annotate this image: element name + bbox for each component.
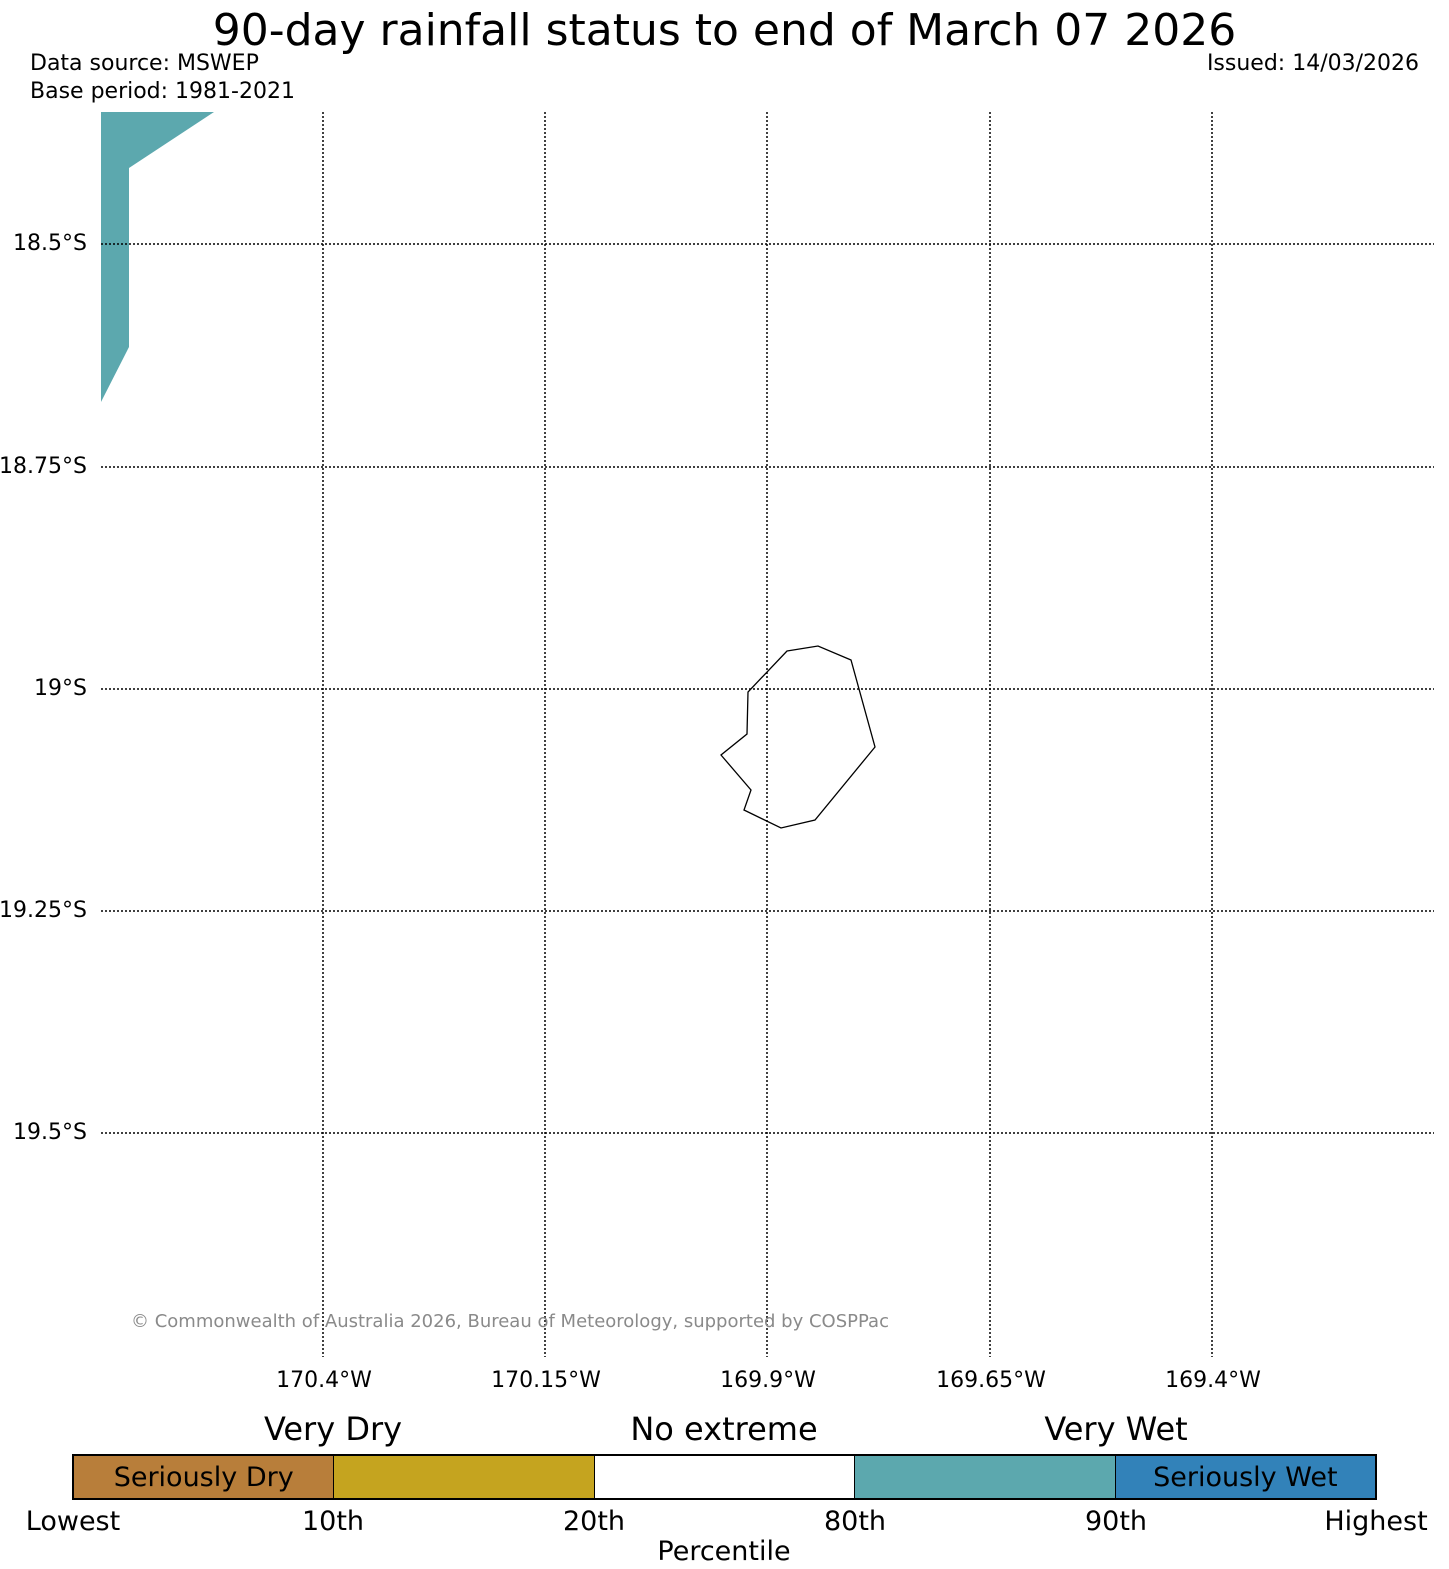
legend-segment-seriously-dry: Seriously Dry xyxy=(74,1456,334,1498)
lat-label: 19.25°S xyxy=(0,898,87,923)
map-background xyxy=(101,112,1434,1357)
lat-label: 19.5°S xyxy=(13,1120,87,1145)
legend-header-no-extreme: No extreme xyxy=(630,1410,818,1448)
lon-label: 169.9°W xyxy=(720,1368,816,1393)
lon-label: 170.15°W xyxy=(491,1368,601,1393)
legend-tick-10th: 10th xyxy=(301,1506,365,1537)
map-title: 90-day rainfall status to end of March 0… xyxy=(212,5,1237,56)
copyright-notice: © Commonwealth of Australia 2026, Bureau… xyxy=(131,1311,889,1332)
issued-date-label: Issued: 14/03/2026 xyxy=(1206,51,1419,76)
base-period-label: Base period: 1981-2021 xyxy=(30,79,295,104)
legend-axis-label: Percentile xyxy=(657,1536,791,1567)
data-source-label: Data source: MSWEP xyxy=(30,51,259,76)
legend-tick-90th: 90th xyxy=(1084,1506,1148,1537)
lon-label: 169.65°W xyxy=(936,1368,1046,1393)
legend-color-bar: Seriously Dry Seriously Wet xyxy=(72,1454,1377,1500)
legend-segment-no-extreme xyxy=(593,1456,855,1498)
island-outline xyxy=(720,645,876,829)
rainfall-map xyxy=(101,112,1434,1357)
legend-header-very-dry: Very Dry xyxy=(263,1410,403,1448)
lon-label: 169.4°W xyxy=(1165,1368,1261,1393)
legend-segment-seriously-wet: Seriously Wet xyxy=(1114,1456,1376,1498)
legend-tick-80th: 80th xyxy=(823,1506,887,1537)
legend-header-very-wet: Very Wet xyxy=(1044,1410,1188,1448)
lat-label: 19°S xyxy=(34,676,87,701)
legend-segment-very-dry xyxy=(333,1456,594,1498)
legend-tick-20th: 20th xyxy=(562,1506,626,1537)
legend-tick-lowest: Lowest xyxy=(25,1506,121,1537)
lat-label: 18.75°S xyxy=(0,454,87,479)
lon-label: 170.4°W xyxy=(276,1368,372,1393)
lat-label: 18.5°S xyxy=(13,231,87,256)
legend-tick-highest: Highest xyxy=(1324,1506,1428,1537)
very-wet-shaded-region xyxy=(101,112,214,402)
legend-segment-very-wet xyxy=(854,1456,1115,1498)
